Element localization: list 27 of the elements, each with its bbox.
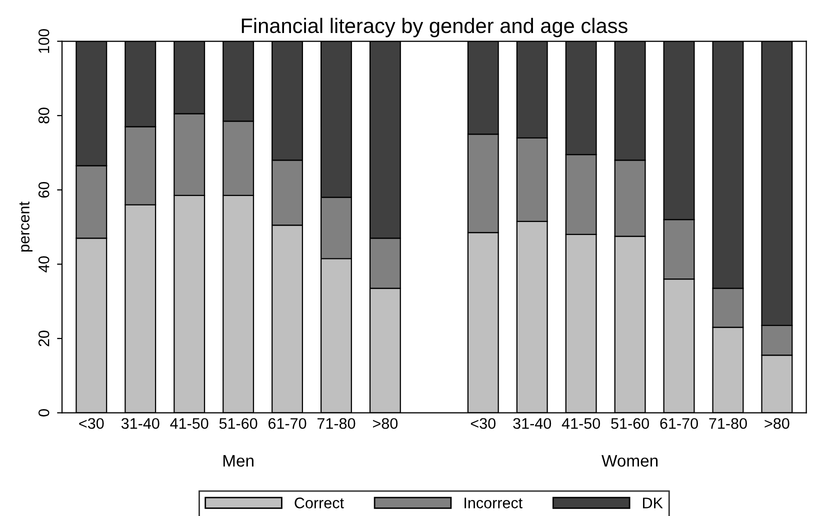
x-tick-label: 31-40 xyxy=(513,418,552,429)
y-tick-label: 20 xyxy=(38,330,50,346)
x-tick-label: 41-50 xyxy=(562,418,600,429)
x-tick-label: 51-60 xyxy=(219,418,258,429)
chart-title: Financial literacy by gender and age class xyxy=(242,18,628,38)
x-tick-label: 31-40 xyxy=(121,418,160,429)
text: Women xyxy=(602,455,658,467)
text: Men xyxy=(223,455,254,467)
x-tick-label: 61-70 xyxy=(268,418,306,429)
x-tick-label: >80 xyxy=(373,418,398,429)
y-tick-label: 60 xyxy=(38,182,50,198)
y-axis-title: percent xyxy=(19,202,33,252)
y-tick-label: 40 xyxy=(38,256,50,272)
x-tick-label: >80 xyxy=(764,418,790,429)
x-tick-label: <30 xyxy=(79,418,104,429)
y-tick-label: 0 xyxy=(38,409,50,416)
y-tick-label: 80 xyxy=(38,108,50,124)
x-tick-label: 51-60 xyxy=(611,418,649,429)
x-tick-label: <30 xyxy=(470,418,496,429)
y-tick-label: 100 xyxy=(38,29,50,53)
legend-label: Correct xyxy=(294,498,344,508)
x-tick-label: 61-70 xyxy=(660,418,698,429)
legend-label: DK xyxy=(643,498,663,508)
legend-label: Incorrect xyxy=(464,498,523,508)
x-tick-label: 41-50 xyxy=(170,418,208,429)
x-tick-label: 71-80 xyxy=(709,418,747,429)
x-tick-label: 71-80 xyxy=(317,418,356,429)
